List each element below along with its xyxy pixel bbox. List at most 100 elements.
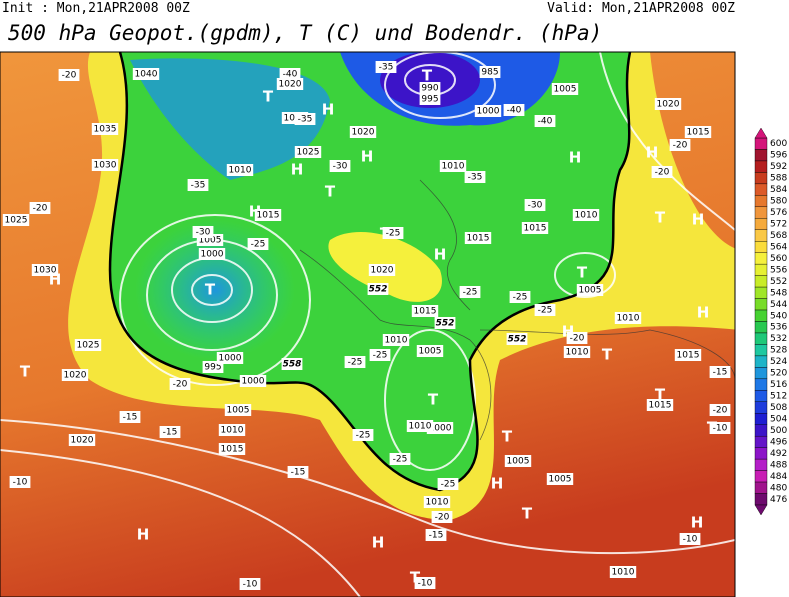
colorbar-swatch bbox=[754, 447, 768, 460]
colorbar-swatch bbox=[754, 424, 768, 437]
pressure-center: T bbox=[522, 505, 533, 523]
colorbar-label: 584 bbox=[770, 185, 787, 195]
label-box bbox=[709, 366, 731, 378]
label-box bbox=[426, 422, 454, 434]
colorbar-label: 488 bbox=[770, 460, 787, 470]
contour-label: 1010 bbox=[409, 422, 432, 432]
contour-label: -25 bbox=[251, 240, 266, 250]
contour-label: 1010 bbox=[426, 498, 449, 508]
label-box bbox=[614, 312, 642, 324]
pressure-center: H bbox=[322, 101, 335, 119]
label-box bbox=[159, 426, 181, 438]
label-box bbox=[224, 404, 252, 416]
contour-label: 552 bbox=[369, 285, 388, 295]
contour-label: 1020 bbox=[64, 371, 87, 381]
pressure-center: H bbox=[372, 534, 385, 552]
colorbar-label: 496 bbox=[770, 437, 787, 447]
colorbar-swatch bbox=[754, 137, 768, 150]
label-box bbox=[464, 171, 486, 183]
colorbar-swatch bbox=[754, 206, 768, 219]
contour-label: 1005 bbox=[554, 85, 577, 95]
colorbar-label: 480 bbox=[770, 483, 787, 493]
pressure-center: H bbox=[137, 526, 150, 544]
colorbar-swatch bbox=[754, 355, 768, 368]
contour-label: -25 bbox=[393, 455, 408, 465]
label-box bbox=[504, 455, 532, 467]
contour-label: -25 bbox=[373, 351, 388, 361]
colorbar-label: 540 bbox=[770, 311, 787, 321]
map-labels: THTHHHHTHTTHTHTHTHTTTTHTHHHTTH1040103510… bbox=[2, 61, 731, 590]
contour-label: -20 bbox=[33, 204, 48, 214]
contour-label: 1000 bbox=[477, 107, 500, 117]
colorbar-swatch bbox=[754, 493, 768, 506]
colorbar-label: 560 bbox=[770, 254, 787, 264]
pressure-center: T bbox=[205, 281, 216, 299]
contour-label: 1010 bbox=[221, 426, 244, 436]
colorbar-swatch bbox=[754, 470, 768, 483]
contour-label: 1020 bbox=[279, 80, 302, 90]
contour-label: -35 bbox=[379, 63, 394, 73]
label-box bbox=[226, 164, 254, 176]
colorbar-label: 556 bbox=[770, 265, 787, 275]
label-box bbox=[563, 346, 591, 358]
contour-label: 1010 bbox=[617, 314, 640, 324]
pressure-center: T bbox=[422, 67, 433, 85]
map-frame bbox=[0, 51, 736, 597]
label-box bbox=[506, 333, 528, 345]
colorbar-swatch bbox=[754, 435, 768, 448]
map-field: THTHHHHTHTTHTHTHTHTTTTHTHHHTTH1040103510… bbox=[0, 52, 735, 597]
pressure-center: H bbox=[691, 514, 704, 532]
label-box bbox=[389, 453, 411, 465]
label-box bbox=[74, 339, 102, 351]
label-box bbox=[459, 286, 481, 298]
colorbar-swatch bbox=[754, 172, 768, 185]
coastlines bbox=[299, 179, 735, 441]
contour-label: -10 bbox=[418, 579, 433, 589]
contour-label: -25 bbox=[513, 293, 528, 303]
contour-label: 1010 bbox=[229, 166, 252, 176]
label-box bbox=[524, 199, 546, 211]
colorbar-swatch bbox=[754, 321, 768, 334]
label-box bbox=[382, 227, 404, 239]
label-box bbox=[254, 209, 282, 221]
colorbar-label: 516 bbox=[770, 380, 787, 390]
contour-label: 1005 bbox=[507, 457, 530, 467]
label-box bbox=[2, 214, 30, 226]
label-box bbox=[216, 352, 244, 364]
contour-label: -20 bbox=[673, 141, 688, 151]
label-box bbox=[419, 82, 441, 94]
label-box bbox=[651, 166, 673, 178]
label-box bbox=[9, 476, 31, 488]
contour-label: 1005 bbox=[579, 286, 602, 296]
init-time: Init : Mon,21APR2008 00Z bbox=[2, 1, 190, 16]
contour-label: 1030 bbox=[94, 161, 117, 171]
contour-label: 1015 bbox=[467, 234, 490, 244]
contour-label: 1015 bbox=[687, 128, 710, 138]
label-box bbox=[349, 126, 377, 138]
contour-label: -15 bbox=[429, 531, 444, 541]
colorbar-label: 572 bbox=[770, 220, 787, 230]
colorbar-swatch bbox=[754, 218, 768, 230]
contour-label: -25 bbox=[386, 229, 401, 239]
colorbar-swatch bbox=[754, 195, 768, 208]
contour-label: -10 bbox=[713, 424, 728, 434]
label-box bbox=[375, 61, 397, 73]
label-box bbox=[679, 533, 701, 545]
contour-label: -30 bbox=[196, 228, 211, 238]
label-box bbox=[425, 529, 447, 541]
contour-label: 558 bbox=[283, 360, 302, 370]
pressure-center: T bbox=[20, 363, 31, 381]
label-box bbox=[406, 420, 434, 432]
contour-label: -25 bbox=[348, 358, 363, 368]
colorbar-label: 580 bbox=[770, 197, 787, 207]
contour-label: 552 bbox=[436, 319, 455, 329]
colorbar-swatch bbox=[754, 241, 768, 253]
label-box bbox=[29, 202, 51, 214]
label-box bbox=[479, 66, 501, 78]
colorbar-label: 508 bbox=[770, 403, 787, 413]
label-box bbox=[247, 238, 269, 250]
colorbar-swatch bbox=[754, 344, 768, 357]
colorbar-label: 568 bbox=[770, 231, 787, 241]
colorbar-label: 504 bbox=[770, 414, 787, 424]
label-box bbox=[132, 68, 160, 80]
